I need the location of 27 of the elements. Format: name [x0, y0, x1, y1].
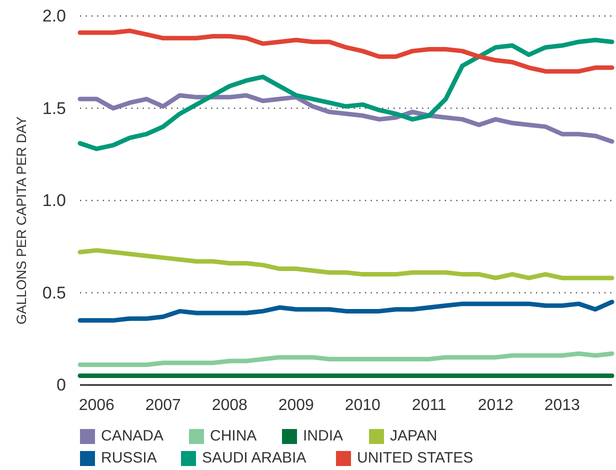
x-tick-label: 2007: [145, 397, 182, 414]
line-series: [78, 300, 614, 323]
x-tick-label: 2012: [478, 397, 514, 414]
x-tick-label: 2006: [78, 397, 115, 414]
legend-label: INDIA: [303, 428, 344, 444]
y-tick-label: 0.5: [42, 283, 66, 302]
line-series: [78, 28, 614, 74]
x-tick-label: 2010: [344, 397, 381, 414]
y-tick-label: 0: [56, 376, 66, 394]
y-tick-label: 1.0: [42, 191, 66, 210]
line-series: [78, 351, 614, 367]
y-axis-title: GALLONS PER CAPITA PER DAY: [14, 116, 29, 325]
legend-label: JAPAN: [390, 428, 438, 444]
legend-label: CHINA: [210, 428, 257, 444]
y-tick-label: 1.5: [42, 98, 66, 118]
legend-label: SAUDI ARABIA: [202, 450, 306, 466]
x-tick-label: 2013: [544, 397, 580, 414]
line-series: [78, 38, 614, 152]
x-tick-label: 2009: [278, 397, 314, 414]
y-tick-label: 2.0: [42, 6, 66, 26]
legend-label: UNITED STATES: [357, 450, 474, 466]
line-series: [78, 248, 614, 280]
legend-label: CANADA: [101, 428, 164, 444]
x-tick-label: 2011: [412, 397, 446, 414]
legend-label: RUSSIA: [101, 450, 157, 466]
line-series: [78, 93, 614, 144]
x-tick-label: 2008: [212, 397, 248, 414]
